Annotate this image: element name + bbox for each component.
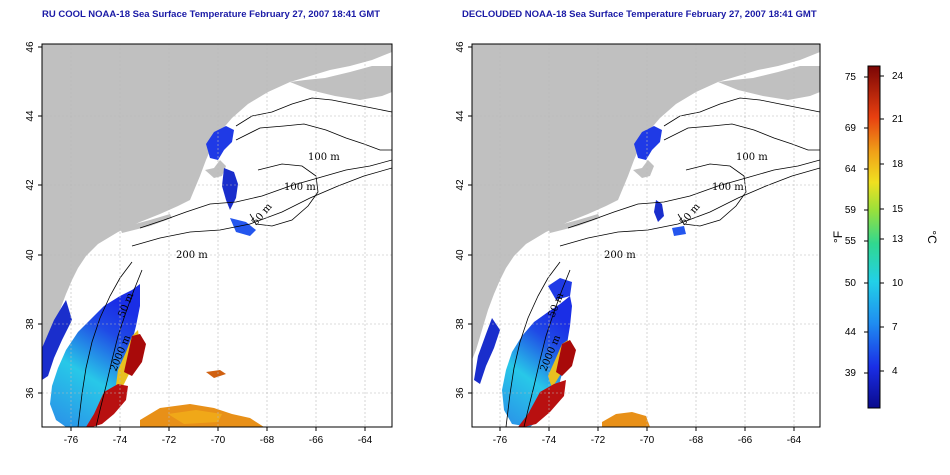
- colorbar: 75 69 64 59 55 50 44 39 24 21 18 15 13 1…: [831, 65, 939, 409]
- lon-tick-label: -64: [358, 435, 373, 446]
- nova-scotia: [290, 66, 392, 100]
- fahrenheit-tick-label: 39: [845, 368, 857, 379]
- sst-gulf-maine: [634, 126, 662, 160]
- sst-warm-south-2: [168, 410, 222, 424]
- fahrenheit-tick-label: 59: [845, 205, 857, 216]
- right-map-title: DECLOUDED NOAA-18 Sea Surface Temperatur…: [462, 9, 817, 20]
- lat-tick-label: 40: [25, 249, 36, 261]
- lon-tick-label: -76: [493, 435, 508, 446]
- lon-tick-label: -76: [64, 435, 79, 446]
- sst-coast-cold: [42, 300, 72, 380]
- fahrenheit-tick-label: 64: [845, 164, 857, 175]
- land-mass: [42, 44, 392, 360]
- lat-tick-label: 36: [455, 387, 466, 399]
- fahrenheit-tick-label: 75: [845, 72, 857, 83]
- sst-coast-cold: [474, 318, 500, 384]
- nova-scotia: [718, 66, 820, 100]
- map-frame: [471, 43, 821, 428]
- lat-tick-label: 38: [455, 318, 466, 330]
- contour-label: 100 m: [736, 152, 768, 163]
- sst-georges: [230, 218, 256, 236]
- lon-tick-label: -68: [689, 435, 704, 446]
- sst-warm-south: [602, 412, 650, 427]
- lat-tick-label: 44: [25, 110, 36, 122]
- lat-tick-label: 46: [455, 41, 466, 53]
- bathymetry-contours: [505, 97, 820, 427]
- left-map-title: RU COOL NOAA-18 Sea Surface Temperature …: [42, 9, 381, 20]
- lat-tick-label: 44: [455, 110, 466, 122]
- right-map: 100 m 100 m 50 m 200 m 2000 m 50 m -76 -…: [455, 41, 821, 446]
- sst-georges: [672, 226, 686, 236]
- sst-shelf-north: [548, 278, 572, 300]
- lon-axis: [70, 427, 366, 431]
- fahrenheit-tick-label: 55: [845, 236, 857, 247]
- lat-tick-label: 42: [455, 179, 466, 191]
- celsius-tick-label: 13: [892, 234, 904, 245]
- lon-axis: [499, 427, 795, 431]
- fahrenheit-unit-label: °F: [831, 231, 845, 243]
- lat-axis: [468, 46, 472, 394]
- celsius-tick-label: 4: [892, 366, 898, 377]
- contour-label: 100 m: [308, 152, 340, 163]
- lon-tick-label: -70: [211, 435, 226, 446]
- lon-tick-label: -66: [738, 435, 753, 446]
- sst-gulfstream-2: [86, 384, 128, 427]
- land-mass: [472, 44, 820, 360]
- graticule: [472, 44, 820, 427]
- celsius-unit-label: °C: [925, 230, 939, 244]
- map-frame: [41, 43, 393, 428]
- cape-cod: [633, 160, 654, 178]
- celsius-tick-label: 7: [892, 322, 898, 333]
- contour-label: 200 m: [176, 250, 208, 261]
- lat-tick-label: 42: [25, 179, 36, 191]
- fahrenheit-tick-label: 44: [845, 327, 857, 338]
- sst-gulfstream-1: [556, 340, 576, 376]
- fahrenheit-tick-label: 50: [845, 278, 857, 289]
- celsius-tick-label: 24: [892, 71, 904, 82]
- sst-gulf-maine-2: [222, 168, 238, 210]
- left-map: 100 m 100 m 50 m 200 m 2000 m 50 m -76 -…: [25, 41, 393, 446]
- lat-axis: [38, 46, 42, 394]
- celsius-tick-label: 18: [892, 159, 904, 170]
- long-island: [548, 214, 600, 233]
- lat-tick-label: 40: [455, 249, 466, 261]
- celsius-tick-label: 15: [892, 204, 904, 215]
- lon-tick-label: -72: [162, 435, 177, 446]
- contour-label: 200 m: [604, 250, 636, 261]
- sst-shelf: [50, 284, 140, 427]
- celsius-tick-label: 21: [892, 114, 904, 125]
- contour-label: 100 m: [712, 182, 744, 193]
- contour-label: 100 m: [284, 182, 316, 193]
- celsius-tick-label: 10: [892, 278, 904, 289]
- sst-gulf-maine-2: [654, 200, 664, 222]
- lon-tick-label: -70: [640, 435, 655, 446]
- sst-gulfstream-2: [518, 380, 566, 427]
- lon-tick-label: -66: [309, 435, 324, 446]
- lat-tick-label: 38: [25, 318, 36, 330]
- fahrenheit-tick-label: 69: [845, 123, 857, 134]
- lon-tick-label: -74: [542, 435, 557, 446]
- long-island: [120, 214, 172, 233]
- lat-tick-label: 36: [25, 387, 36, 399]
- lon-tick-label: -72: [591, 435, 606, 446]
- cape-cod: [205, 160, 226, 178]
- colorbar-gradient: [867, 65, 881, 409]
- sst-gulf-maine: [206, 126, 234, 160]
- lat-tick-label: 46: [25, 41, 36, 53]
- sst-gulfstream-1: [124, 334, 146, 376]
- lon-tick-label: -64: [787, 435, 802, 446]
- sst-warm-blob: [206, 370, 226, 378]
- bathymetry-contours: [77, 97, 392, 427]
- lon-tick-label: -68: [260, 435, 275, 446]
- lon-tick-label: -74: [113, 435, 128, 446]
